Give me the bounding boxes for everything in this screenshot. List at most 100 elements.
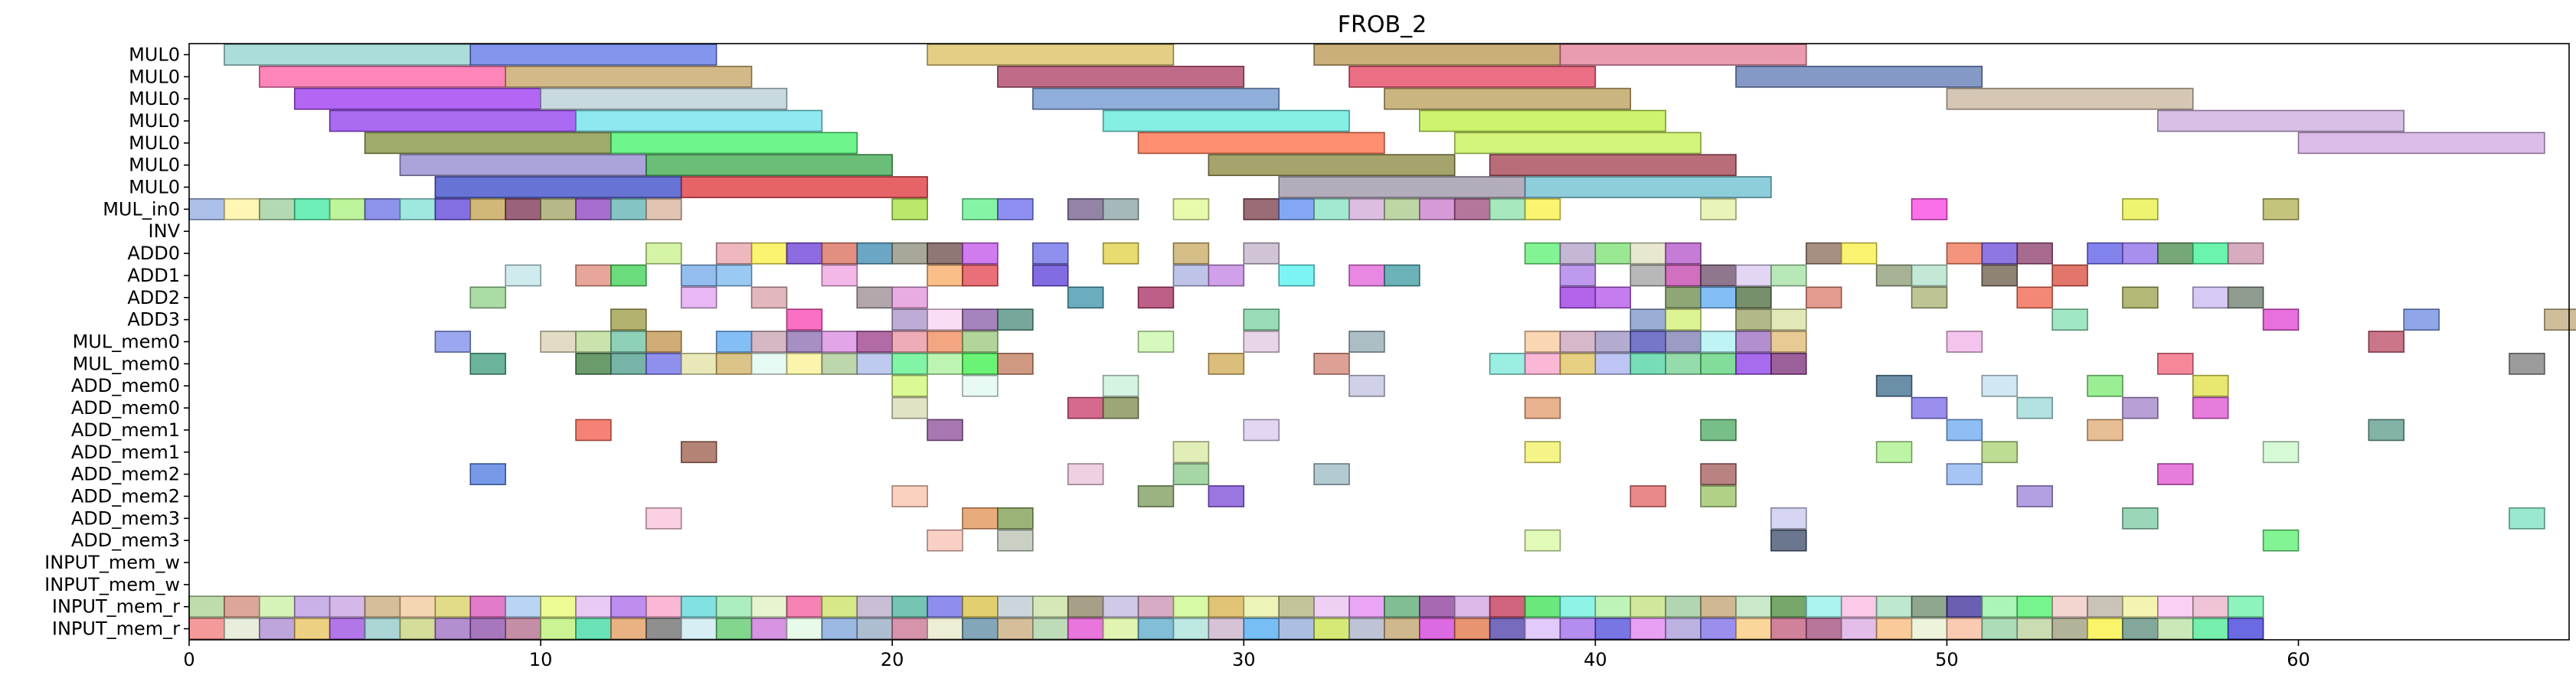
task-bar xyxy=(1875,618,1913,640)
task-bar xyxy=(927,264,963,287)
task-bar xyxy=(1384,595,1420,618)
task-bar xyxy=(2157,109,2405,132)
task-bar xyxy=(997,529,1034,552)
task-bar xyxy=(927,352,963,375)
y-tick-label: ADD3 xyxy=(127,309,180,331)
x-tick-label: 60 xyxy=(2287,649,2310,670)
task-bar xyxy=(469,286,506,309)
task-bar xyxy=(1946,331,1983,353)
task-bar xyxy=(224,618,260,640)
task-bar xyxy=(469,618,506,640)
task-bar xyxy=(1348,618,1385,640)
task-bar xyxy=(1911,595,1948,618)
task-bar xyxy=(962,507,999,530)
task-bar xyxy=(1489,154,1737,177)
task-bar xyxy=(610,595,647,618)
task-bar xyxy=(1665,331,1702,353)
task-bar xyxy=(962,374,999,397)
task-bar xyxy=(821,618,858,640)
task-bar xyxy=(1911,264,1948,287)
task-bar xyxy=(224,44,472,66)
task-bar xyxy=(610,618,647,640)
task-bar xyxy=(1278,264,1315,287)
task-bar xyxy=(2192,286,2229,309)
y-tick-label: ADD0 xyxy=(127,243,180,264)
task-bar xyxy=(364,618,401,640)
task-bar xyxy=(1770,618,1807,640)
task-bar xyxy=(2051,308,2088,331)
task-bar xyxy=(1278,618,1315,640)
task-bar xyxy=(540,618,577,640)
task-bar xyxy=(1735,352,1772,375)
task-bar xyxy=(188,595,225,618)
task-bar xyxy=(2122,396,2159,419)
task-bar xyxy=(715,618,753,640)
task-bar xyxy=(2157,242,2194,265)
task-bar xyxy=(2192,595,2229,618)
task-bar xyxy=(434,618,472,640)
task-bar xyxy=(856,618,893,640)
x-axis: 0 10 20 30 40 50 60 xyxy=(183,640,2310,670)
task-bar xyxy=(1313,618,1350,640)
task-bar xyxy=(715,352,753,375)
task-bar xyxy=(2262,308,2300,331)
task-bar xyxy=(750,242,788,265)
task-bar xyxy=(821,331,858,353)
y-tick-label: ADD_mem0 xyxy=(71,375,180,396)
task-bar xyxy=(434,176,682,198)
task-bar xyxy=(469,198,506,220)
x-tick-label: 20 xyxy=(881,649,904,670)
task-bar xyxy=(891,352,928,375)
task-bar xyxy=(1911,396,1948,419)
task-bar xyxy=(1067,618,1104,640)
task-bar xyxy=(2192,396,2229,419)
y-tick-label: ADD_mem3 xyxy=(71,530,180,551)
task-bar xyxy=(2544,308,2576,331)
task-bar xyxy=(2227,595,2264,618)
task-bar xyxy=(1559,44,1807,66)
x-tick-label: 40 xyxy=(1584,649,1607,670)
task-bar xyxy=(575,264,612,287)
task-bar xyxy=(680,595,718,618)
task-bar xyxy=(1700,618,1737,640)
task-bar xyxy=(610,308,647,331)
task-bar xyxy=(786,595,823,618)
task-bar xyxy=(786,242,823,265)
task-bar xyxy=(1278,176,1526,198)
task-bar xyxy=(2016,618,2053,640)
task-bar xyxy=(610,264,647,287)
task-bar xyxy=(1524,618,1561,640)
task-bar xyxy=(927,419,963,442)
task-bar xyxy=(364,132,612,155)
task-bar xyxy=(1067,463,1104,485)
task-bar xyxy=(680,286,718,309)
task-bar xyxy=(2051,618,2088,640)
task-bar xyxy=(1665,264,1702,287)
task-bar xyxy=(329,109,577,132)
task-bar xyxy=(856,286,893,309)
task-bar xyxy=(891,595,928,618)
task-bar xyxy=(997,595,1034,618)
task-bar xyxy=(1700,463,1737,485)
task-bar xyxy=(750,331,788,353)
task-bar xyxy=(2122,618,2159,640)
task-bar xyxy=(821,595,858,618)
task-bar xyxy=(505,595,541,618)
task-bar xyxy=(1594,286,1632,309)
task-bar xyxy=(1559,618,1597,640)
task-bar xyxy=(750,352,788,375)
task-bar xyxy=(2122,198,2159,220)
task-bar xyxy=(962,352,999,375)
task-bar xyxy=(2368,419,2405,442)
task-bar xyxy=(364,595,401,618)
task-bar xyxy=(962,331,999,353)
task-bar xyxy=(1172,264,1210,287)
x-tick-label: 10 xyxy=(529,649,553,670)
task-bar xyxy=(856,595,893,618)
task-bar xyxy=(962,618,999,640)
task-bar xyxy=(2087,618,2123,640)
task-bar xyxy=(1630,331,1666,353)
task-bar xyxy=(1770,595,1807,618)
task-bar xyxy=(1665,308,1702,331)
task-bar xyxy=(1172,618,1210,640)
